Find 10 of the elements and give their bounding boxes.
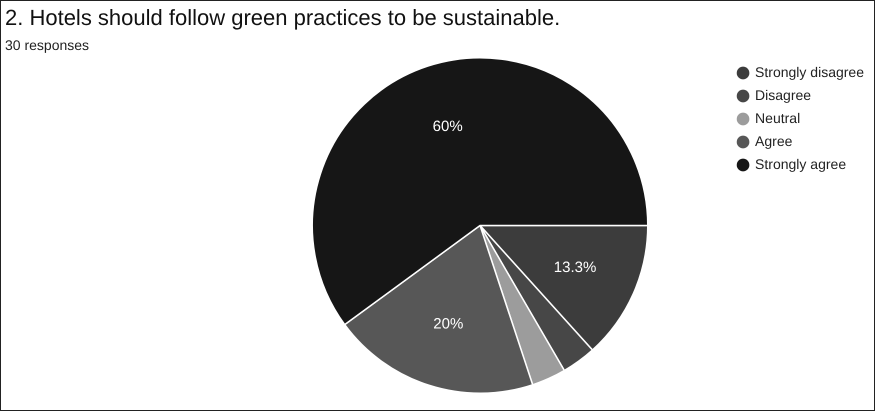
legend-label: Disagree bbox=[755, 86, 812, 103]
text: 30 responses bbox=[5, 37, 90, 53]
chart-title: 2. Hotels should follow green practices to be sustainable. bbox=[5, 5, 562, 31]
legend-label: Agree bbox=[755, 132, 793, 149]
legend-label: Strongly disagree bbox=[755, 64, 864, 80]
data-label: 20% bbox=[433, 316, 464, 333]
legend-label: Neutral bbox=[755, 110, 800, 126]
data-label: 13.3% bbox=[554, 258, 596, 276]
legend-label: Strongly agree bbox=[755, 156, 846, 172]
data-label: 60% bbox=[432, 118, 463, 135]
